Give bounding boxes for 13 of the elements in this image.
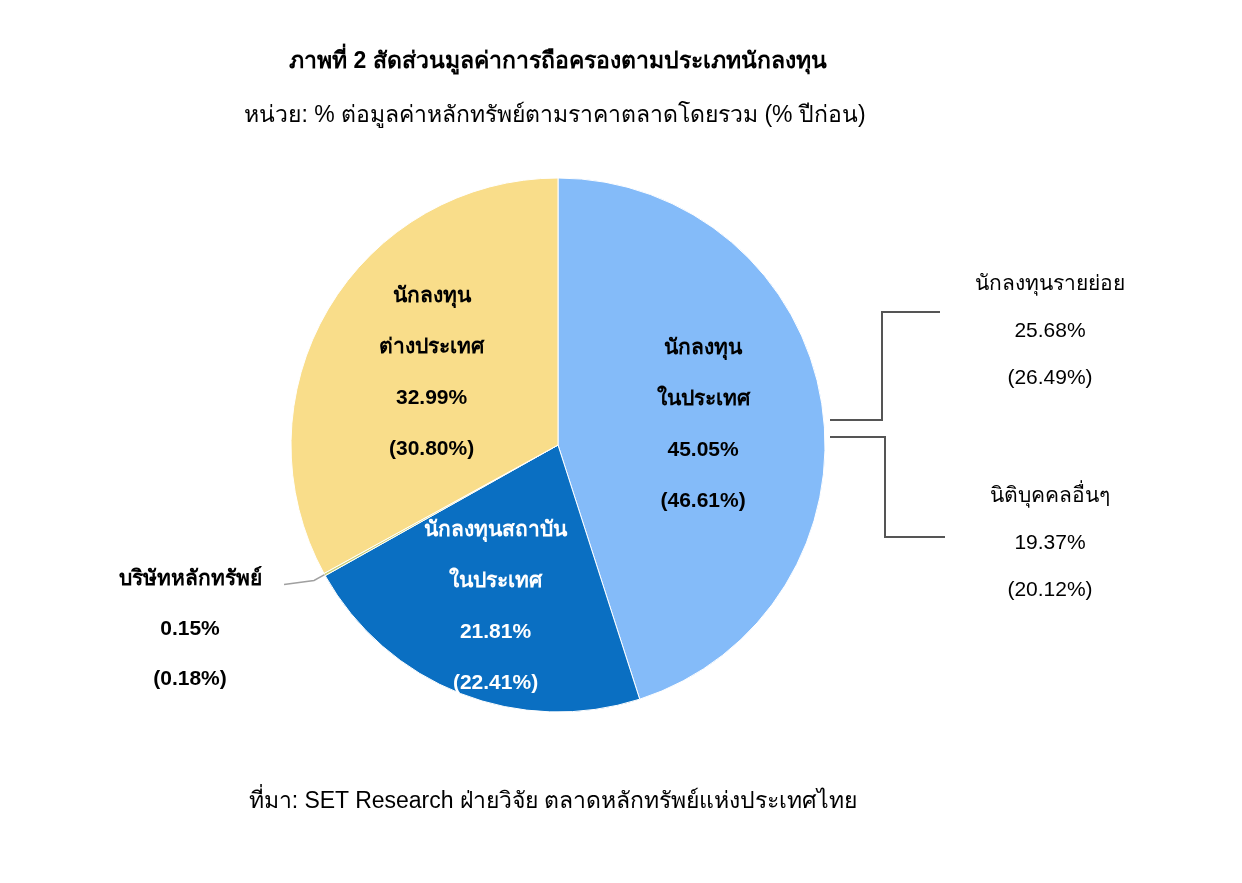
text: นักลงทุนรายย่อย 25.68% (26.49%) bbox=[975, 271, 1125, 388]
slice-label: บริษัทหลักทรัพย์ bbox=[118, 566, 262, 589]
category-label: นักลงทุนสถาบัน ในประเทศ bbox=[424, 516, 568, 591]
text: 32.99% (30.80%) bbox=[389, 384, 475, 459]
text: ที่มา: SET Research ฝ่ายวิจัย ตลาดหลักทรัพย์แห่งประเทศไทย bbox=[248, 784, 858, 813]
category-label: นักลงทุน ต่างประเทศ bbox=[379, 282, 485, 357]
text: 0.15% (0.18%) bbox=[153, 616, 227, 689]
chart-title: ภาพที่ 2 สัดส่วนมูลค่าการถือครองตามประเภทนักลงทุน bbox=[289, 43, 827, 75]
chart-subtitle: หน่วย: % ต่อมูลค่าหลักทรัพย์ตามราคาตลาดโดยรวม (% ปีก่อน) bbox=[244, 101, 866, 128]
text: 21.81% (22.41%) bbox=[452, 618, 539, 693]
text: 45.05% (46.61%) bbox=[660, 436, 746, 511]
category-label: นักลงทุน ในประเทศ bbox=[656, 334, 750, 409]
text: นิติบุคคลอื่นๆ 19.37% (20.12%) bbox=[990, 480, 1110, 600]
